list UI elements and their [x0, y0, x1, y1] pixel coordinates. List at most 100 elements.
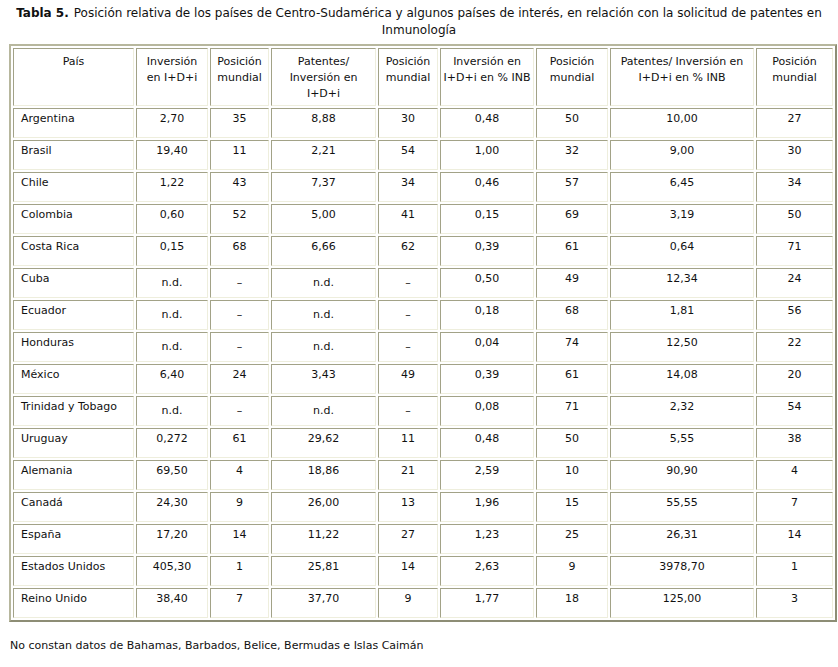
country-cell: España	[13, 524, 134, 554]
value-cell: 5,55	[610, 428, 754, 458]
value-cell: 34	[378, 172, 438, 202]
value-cell: 34	[756, 172, 833, 202]
value-cell: 10	[536, 460, 608, 490]
value-cell: 24,30	[136, 492, 208, 522]
value-cell: 71	[756, 236, 833, 266]
table-row: México6,40243,43490,396114,0820	[13, 364, 833, 394]
value-cell: n.d.	[136, 396, 208, 426]
value-cell: 68	[536, 300, 608, 330]
value-cell: 18,86	[271, 460, 376, 490]
value-cell: –	[210, 300, 269, 330]
value-cell: 0,48	[440, 108, 534, 138]
footnote: No constan datos de Bahamas, Barbados, B…	[10, 639, 838, 652]
data-table: PaísInversión en I+D+iPosición mundialPa…	[9, 44, 837, 622]
value-cell: 13	[378, 492, 438, 522]
value-cell: 74	[536, 332, 608, 362]
table-row: Colombia0,60525,00410,15693,1950	[13, 204, 833, 234]
value-cell: 0,08	[440, 396, 534, 426]
table-row: Reino Unido38,40737,7091,7718125,003	[13, 588, 833, 618]
table-row: Trinidad y Tobagon.d.–n.d.–0,08712,3254	[13, 396, 833, 426]
value-cell: 0,46	[440, 172, 534, 202]
column-header: País	[13, 48, 134, 106]
value-cell: 14	[756, 524, 833, 554]
value-cell: 61	[536, 364, 608, 394]
value-cell: 4	[756, 460, 833, 490]
value-cell: 3978,70	[610, 556, 754, 586]
caption-text-line1: Posición relativa de los países de Centr…	[74, 6, 822, 20]
value-cell: 50	[756, 204, 833, 234]
value-cell: 69,50	[136, 460, 208, 490]
value-cell: 55,55	[610, 492, 754, 522]
value-cell: 2,59	[440, 460, 534, 490]
country-cell: Estados Unidos	[13, 556, 134, 586]
value-cell: 8,88	[271, 108, 376, 138]
value-cell: 14	[210, 524, 269, 554]
table-row: España17,201411,22271,232526,3114	[13, 524, 833, 554]
value-cell: 2,32	[610, 396, 754, 426]
value-cell: 1,81	[610, 300, 754, 330]
value-cell: 68	[210, 236, 269, 266]
country-cell: Costa Rica	[13, 236, 134, 266]
value-cell: 0,39	[440, 364, 534, 394]
value-cell: 3,19	[610, 204, 754, 234]
value-cell: 43	[210, 172, 269, 202]
value-cell: 35	[210, 108, 269, 138]
value-cell: 0,15	[136, 236, 208, 266]
value-cell: n.d.	[271, 268, 376, 298]
value-cell: 1,22	[136, 172, 208, 202]
value-cell: 0,48	[440, 428, 534, 458]
value-cell: n.d.	[271, 300, 376, 330]
table-body: Argentina2,70358,88300,485010,0027Brasil…	[13, 108, 833, 618]
value-cell: 22	[756, 332, 833, 362]
country-cell: Colombia	[13, 204, 134, 234]
value-cell: 20	[756, 364, 833, 394]
table-row: Uruguay0,2726129,62110,48505,5538	[13, 428, 833, 458]
country-cell: Alemania	[13, 460, 134, 490]
value-cell: 1,00	[440, 140, 534, 170]
value-cell: 29,62	[271, 428, 376, 458]
value-cell: 69	[536, 204, 608, 234]
table-row: Brasil19,40112,21541,00329,0030	[13, 140, 833, 170]
table-row: Argentina2,70358,88300,485010,0027	[13, 108, 833, 138]
country-cell: Argentina	[13, 108, 134, 138]
country-cell: Brasil	[13, 140, 134, 170]
value-cell: 17,20	[136, 524, 208, 554]
country-cell: México	[13, 364, 134, 394]
value-cell: 1,77	[440, 588, 534, 618]
value-cell: 27	[756, 108, 833, 138]
value-cell: 0,15	[440, 204, 534, 234]
value-cell: 57	[536, 172, 608, 202]
country-cell: Ecuador	[13, 300, 134, 330]
value-cell: 26,00	[271, 492, 376, 522]
value-cell: 7	[210, 588, 269, 618]
value-cell: 14	[378, 556, 438, 586]
column-header: Posición mundial	[536, 48, 608, 106]
value-cell: 2,63	[440, 556, 534, 586]
value-cell: –	[378, 300, 438, 330]
value-cell: 125,00	[610, 588, 754, 618]
country-cell: Canadá	[13, 492, 134, 522]
value-cell: n.d.	[271, 396, 376, 426]
value-cell: 9	[210, 492, 269, 522]
value-cell: 24	[756, 268, 833, 298]
value-cell: 38,40	[136, 588, 208, 618]
value-cell: 3,43	[271, 364, 376, 394]
value-cell: 1	[756, 556, 833, 586]
table-row: Ecuadorn.d.–n.d.–0,18681,8156	[13, 300, 833, 330]
value-cell: 12,34	[610, 268, 754, 298]
value-cell: 12,50	[610, 332, 754, 362]
value-cell: 9	[536, 556, 608, 586]
value-cell: 7	[756, 492, 833, 522]
value-cell: –	[378, 268, 438, 298]
value-cell: 54	[378, 140, 438, 170]
value-cell: 19,40	[136, 140, 208, 170]
value-cell: 2,70	[136, 108, 208, 138]
value-cell: 0,04	[440, 332, 534, 362]
value-cell: 11,22	[271, 524, 376, 554]
column-header: Posición mundial	[378, 48, 438, 106]
value-cell: 61	[536, 236, 608, 266]
country-cell: Trinidad y Tobago	[13, 396, 134, 426]
value-cell: 1,96	[440, 492, 534, 522]
column-header: Inversión en I+D+i en % INB	[440, 48, 534, 106]
value-cell: 0,50	[440, 268, 534, 298]
